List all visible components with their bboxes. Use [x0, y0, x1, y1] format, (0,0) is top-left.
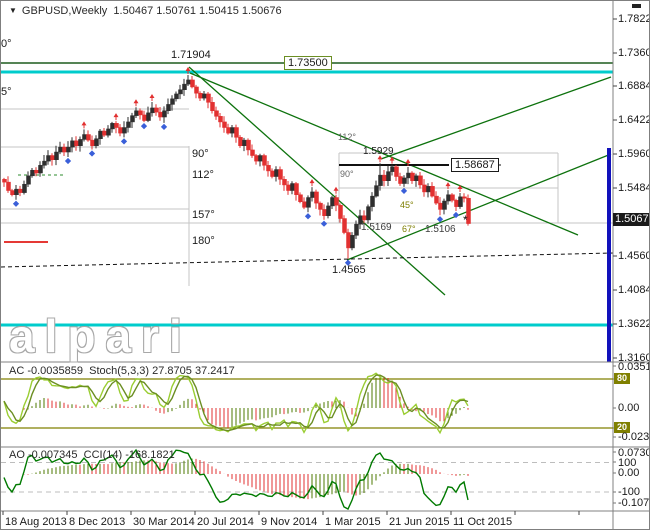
- panel1-axis-min: -0.023755: [618, 431, 650, 443]
- panel1-indicator2-value1: 27.8705: [152, 365, 192, 377]
- gann-angle-label: 112°: [338, 132, 356, 142]
- panel2-indicator-name: AO: [9, 449, 25, 461]
- price-axis-label: 1.45608: [618, 250, 649, 262]
- price-axis-label: 1.36228: [618, 318, 649, 330]
- time-axis-label: 18 Aug 2013: [5, 516, 67, 528]
- gann-angle-label: 67°: [402, 224, 416, 234]
- panel1-indicator2-value2: 37.2417: [194, 365, 235, 377]
- gann-angle-label: 5°: [1, 86, 12, 98]
- panel2-level-high: 100: [618, 457, 637, 469]
- panel2-axis-zero: 0.00: [618, 467, 640, 479]
- price-axis-label: 1.31608: [618, 352, 649, 364]
- current-price-box: 1.50676: [613, 213, 649, 226]
- time-axis-label: 11 Oct 2015: [453, 516, 513, 528]
- gann-angle-label: 157°: [192, 209, 215, 221]
- broker-watermark: alpari: [9, 310, 192, 362]
- price-axis-label: 1.40848: [618, 284, 649, 296]
- panel1-level-20-badge: 20: [614, 422, 631, 433]
- panel2-indicator2-name: CCI(14): [83, 449, 123, 461]
- last-bar-marker: *: [463, 213, 468, 227]
- panel1-header: AC -0.0035859 Stoch(5,3,3) 27.8705 37.24…: [9, 365, 235, 377]
- ohlc-values: 1.50467 1.50761 1.50415 1.50676: [113, 5, 282, 17]
- level-1735-label-box[interactable]: 1.73500: [284, 56, 332, 70]
- gann-angle-label: 90°: [340, 169, 354, 179]
- price-axis-label: 1.73608: [618, 47, 649, 59]
- symbol-name: GBPUSD,Weekly: [21, 5, 108, 17]
- gann-angle-label: 90°: [192, 148, 209, 160]
- time-axis-label: 21 Jun 2015: [389, 516, 450, 528]
- gann-angle-label: 0°: [1, 38, 12, 50]
- price-axis-label: 1.64228: [618, 114, 649, 126]
- panel2-header: AO -0.007345 CCI(14) -168.1821: [9, 449, 175, 461]
- minor-level-2-label: 1.5106: [425, 224, 456, 235]
- panel2-indicator2-value: -168.1821: [125, 449, 175, 461]
- major-low-label: 1.4565: [332, 264, 366, 276]
- time-axis-label: 8 Dec 2013: [69, 516, 126, 528]
- panel2-axis-min: -0.107361: [618, 497, 650, 509]
- panel1-level-80-badge: 80: [614, 373, 631, 384]
- time-axis-label: 30 Mar 2014: [133, 516, 195, 528]
- panel2-level-low: -100: [618, 486, 641, 498]
- gann-angle-label: 180°: [192, 235, 215, 247]
- panel1-axis-zero: 0.00: [618, 402, 640, 414]
- chart-title-bar: ▼ GBPUSD,Weekly 1.50467 1.50761 1.50415 1…: [9, 5, 282, 17]
- panel2-indicator-value: -0.007345: [27, 449, 78, 461]
- panel1-axis-max: 0.035148: [618, 361, 649, 373]
- price-axis-label: 1.59608: [618, 148, 649, 160]
- panel2-axis-max: 0.073085: [618, 447, 649, 459]
- panel1-indicator-name: AC: [9, 365, 25, 377]
- price-axis-label: 1.78228: [618, 13, 649, 25]
- panel1-indicator-value: -0.0035859: [27, 365, 84, 377]
- swing-high-label: 1.5929: [363, 146, 394, 157]
- time-axis-label: 1 Mar 2015: [325, 516, 381, 528]
- peak-price-label: 1.71904: [171, 49, 211, 61]
- panel1-indicator2-name: Stoch(5,3,3): [89, 365, 150, 377]
- symbol-dropdown-icon[interactable]: ▼: [9, 6, 17, 15]
- gann-angle-label: 45°: [400, 200, 414, 210]
- minor-level-1-label: 1.5169: [361, 222, 392, 233]
- price-axis-label: 1.54848: [618, 182, 649, 194]
- price-axis-label: 1.68848: [618, 80, 649, 92]
- level-158687-label-box[interactable]: 1.58687: [451, 158, 499, 172]
- gann-angle-label: 112°: [192, 169, 214, 181]
- time-axis-label: 9 Nov 2014: [261, 516, 318, 528]
- time-axis-label: 20 Jul 2014: [197, 516, 254, 528]
